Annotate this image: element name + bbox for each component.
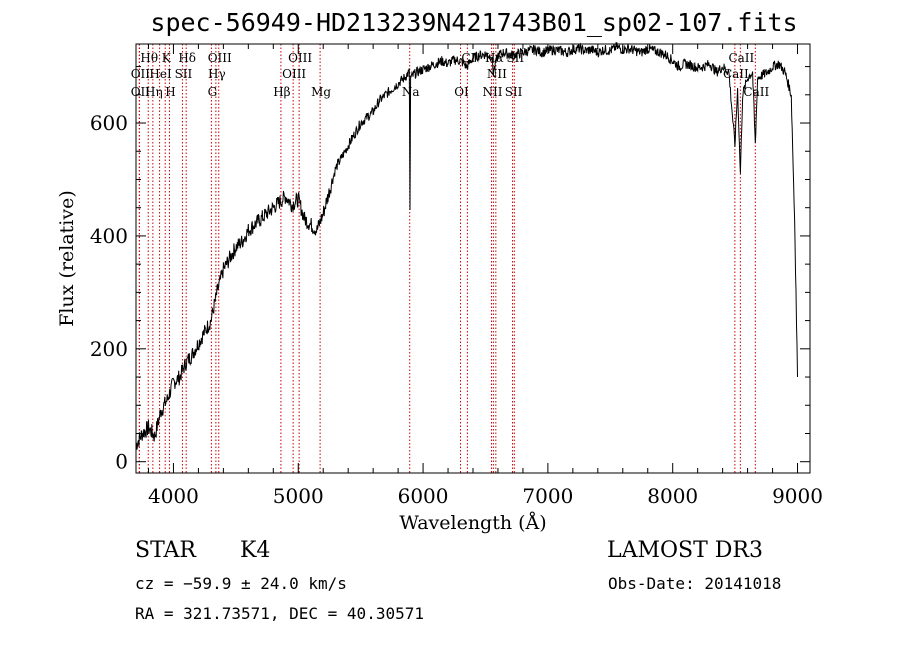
line-marker-group: [138, 44, 756, 473]
spectrum-group: [135, 42, 798, 450]
plot-frame: [135, 43, 811, 474]
coordinates: RA = 321.73571, DEC = 40.30571: [135, 604, 424, 623]
x-tick-label: 7000: [522, 484, 573, 508]
line-label-15: CaII: [723, 67, 749, 81]
x-tick-label: 5000: [273, 484, 324, 508]
line-label-18: H: [165, 85, 175, 99]
line-label-9: OII: [131, 67, 151, 81]
axes-group: 4000 5000 6000 7000 8000 9000 0 200 400 600 Wavele…: [56, 43, 823, 534]
x-tick-label: 9000: [772, 484, 823, 508]
line-label-22: Na: [402, 85, 420, 99]
y-tick-label: 400: [90, 224, 128, 248]
line-label-1: K: [162, 51, 172, 65]
x-tick-label: 8000: [647, 484, 698, 508]
line-label-26: CaII: [743, 85, 769, 99]
line-label-5: CI: [461, 51, 475, 65]
line-label-24: NII: [482, 85, 502, 99]
redshift-cz: cz = −59.9 ± 24.0 km/s: [135, 574, 347, 593]
line-label-8: CaII: [728, 51, 754, 65]
line-label-7: SII: [506, 51, 524, 65]
line-label-2: Hδ: [178, 51, 196, 65]
line-label-11: SII: [175, 67, 193, 81]
x-tick-label: 6000: [398, 484, 449, 508]
y-tick-label: 600: [90, 111, 128, 135]
line-label-20: Hβ: [273, 85, 290, 99]
line-label-16: OII: [131, 85, 151, 99]
line-label-6: Hα: [485, 51, 504, 65]
line-label-4: OIII: [288, 51, 312, 65]
x-tick-label: 4000: [148, 484, 199, 508]
line-label-21: Mg: [311, 85, 331, 99]
object-type: STAR: [135, 538, 196, 563]
spectral-class: K4: [240, 538, 271, 563]
line-label-19: G: [208, 85, 218, 99]
line-label-17: Hη: [145, 85, 163, 99]
line-label-23: OI: [454, 85, 469, 99]
line-label-0: Hθ: [140, 51, 158, 65]
obs-date: Obs-Date: 20141018: [608, 574, 782, 593]
y-tick-label: 0: [115, 450, 128, 474]
line-label-25: SII: [505, 85, 523, 99]
line-label-14: NII: [487, 67, 507, 81]
spectrum-line: [135, 42, 798, 450]
chart-title: spec-56949-HD213239N421743B01_sp02-107.f…: [150, 8, 798, 37]
line-label-13: OIII: [282, 67, 306, 81]
x-axis-label: Wavelength (Å): [399, 512, 546, 534]
line-label-12: Hγ: [208, 67, 226, 81]
line-label-10: HeI: [149, 67, 172, 81]
y-tick-label: 200: [90, 337, 128, 361]
y-axis-label: Flux (relative): [56, 190, 78, 327]
survey-name: LAMOST DR3: [607, 538, 763, 563]
line-label-3: OIII: [208, 51, 232, 65]
